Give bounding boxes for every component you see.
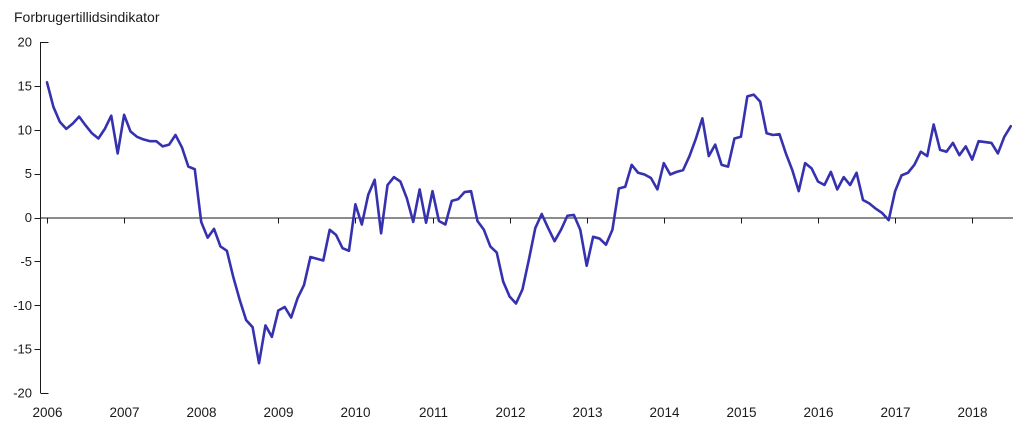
x-tick-label: 2014 <box>649 405 680 420</box>
x-tick-label: 2007 <box>109 405 139 420</box>
x-tick-label: 2018 <box>957 405 987 420</box>
y-tick-label: -15 <box>13 342 32 357</box>
y-tick-label: -5 <box>20 254 32 269</box>
chart-title: Forbrugertillidsindikator <box>14 9 160 25</box>
x-tick-label: 2013 <box>572 405 602 420</box>
x-tick-label: 2017 <box>880 405 910 420</box>
confidence-indicator-polyline <box>45 81 1013 365</box>
x-tick-label: 2011 <box>419 405 448 420</box>
y-tick-label: -10 <box>13 298 32 313</box>
confidence-indicator-line <box>45 81 1013 365</box>
x-tick-label: 2015 <box>726 405 756 420</box>
y-tick-label: 5 <box>25 166 32 181</box>
x-tick-label: 2010 <box>340 405 370 420</box>
x-tick-label: 2008 <box>186 405 216 420</box>
y-tick-label: 0 <box>25 210 32 225</box>
x-tick-label: 2016 <box>803 405 833 420</box>
y-tick-label: 10 <box>18 122 32 137</box>
x-tick-label: 2006 <box>32 405 62 420</box>
x-axis-zero-line: 2006 2007 2008 2009 2010 2011 2012 2013 2014 2015… <box>32 217 1013 420</box>
y-axis: 20 15 10 5 0 -5 -10 -15 -20 <box>13 35 49 401</box>
x-tick-label: 2009 <box>263 405 293 420</box>
y-tick-label: 20 <box>18 35 32 50</box>
x-tick-label: 2012 <box>495 405 525 420</box>
y-tick-label: -20 <box>13 386 32 401</box>
y-tick-label: 15 <box>18 78 32 93</box>
